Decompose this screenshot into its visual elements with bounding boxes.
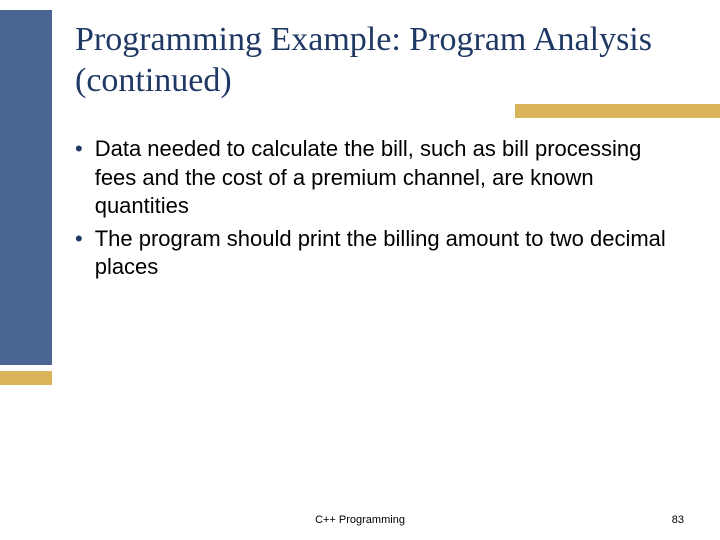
bullet-text: The program should print the billing amo… (95, 225, 675, 282)
footer-center-text: C++ Programming (315, 514, 405, 526)
bullet-marker: • (75, 135, 83, 164)
footer: C++ Programming 83 (0, 514, 720, 530)
bullet-item: • Data needed to calculate the bill, suc… (75, 135, 675, 221)
gold-horizontal-bar (515, 104, 720, 118)
bullet-text: Data needed to calculate the bill, such … (95, 135, 675, 221)
gold-small-bar (0, 371, 52, 385)
slide-title: Programming Example: Program Analysis (c… (75, 20, 695, 102)
content-area: • Data needed to calculate the bill, suc… (75, 135, 675, 286)
left-blue-band (0, 10, 52, 365)
bullet-item: • The program should print the billing a… (75, 225, 675, 282)
page-number: 83 (672, 514, 684, 526)
bullet-marker: • (75, 225, 83, 254)
